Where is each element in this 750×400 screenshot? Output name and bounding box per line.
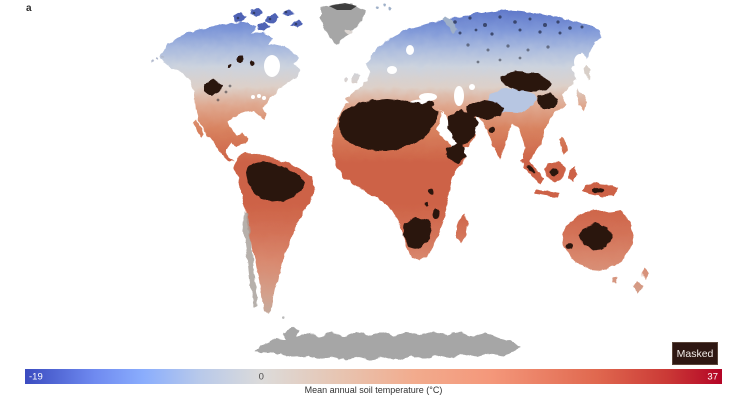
ireland bbox=[343, 76, 349, 82]
masked-india-west bbox=[489, 127, 495, 133]
masked-southern-africa bbox=[403, 217, 432, 249]
masked-boreal bbox=[227, 64, 231, 68]
aral-sea bbox=[469, 84, 475, 90]
continent-north-america bbox=[160, 22, 301, 162]
red-sea bbox=[441, 112, 456, 147]
colorbar-caption: Mean annual soil temperature (°C) bbox=[304, 385, 443, 395]
philippines bbox=[559, 136, 568, 155]
inland-water bbox=[251, 45, 586, 147]
antarctica bbox=[256, 327, 520, 360]
colorbar: -19 0 37 bbox=[25, 369, 722, 384]
masked-new-guinea bbox=[592, 187, 604, 193]
masked-east-africa bbox=[428, 189, 434, 195]
sea-of-okhotsk bbox=[574, 54, 586, 70]
iceland bbox=[345, 29, 353, 35]
land-layer bbox=[160, 10, 648, 314]
masked-boreal bbox=[249, 60, 255, 66]
andes-ice-strip bbox=[243, 212, 258, 308]
britain bbox=[352, 72, 360, 84]
madagascar bbox=[456, 214, 468, 244]
japan bbox=[576, 88, 587, 111]
masked-borneo bbox=[550, 168, 558, 176]
masked-sumatra bbox=[527, 165, 535, 173]
masked-australia-west bbox=[566, 242, 574, 250]
new-zealand-south bbox=[634, 281, 642, 293]
panel-label: a bbox=[26, 3, 32, 14]
masked-layer bbox=[204, 55, 612, 251]
tasmania bbox=[611, 277, 618, 284]
greenland bbox=[320, 4, 366, 44]
colorbar-zero-label: 0 bbox=[258, 370, 264, 382]
masked-north-china bbox=[537, 93, 558, 110]
masked-sahara bbox=[338, 99, 438, 151]
masked-iran bbox=[466, 100, 504, 120]
masked-east-africa bbox=[425, 202, 429, 206]
siberia-speckles bbox=[216, 43, 550, 102]
great-lake bbox=[257, 94, 261, 98]
arctic-speckles bbox=[236, 10, 584, 36]
sakhalin bbox=[584, 64, 590, 80]
sulawesi bbox=[569, 166, 577, 182]
white-sea bbox=[406, 45, 414, 55]
caspian-sea bbox=[454, 86, 464, 106]
masked-east-africa bbox=[432, 210, 440, 218]
great-lake bbox=[251, 95, 255, 99]
baltic-sea bbox=[387, 66, 397, 74]
great-lake bbox=[262, 96, 266, 100]
new-zealand-north bbox=[641, 268, 648, 280]
masked-legend-label: Masked bbox=[676, 347, 714, 360]
masked-amazon bbox=[246, 161, 305, 202]
baja-peninsula bbox=[193, 120, 204, 138]
masked-anatolia bbox=[420, 100, 436, 108]
falkland bbox=[281, 316, 285, 320]
masked-legend-badge: Masked bbox=[672, 342, 718, 365]
greenland-dark-cap bbox=[329, 3, 357, 10]
black-sea bbox=[419, 93, 437, 101]
masked-arabia bbox=[448, 110, 479, 149]
masked-central-asia bbox=[500, 71, 552, 92]
masked-boreal bbox=[236, 55, 244, 63]
colorbar-min-label: -19 bbox=[29, 370, 43, 382]
nodata-layer bbox=[243, 4, 590, 360]
arctic-islands bbox=[150, 3, 458, 63]
hudson-bay bbox=[264, 55, 280, 77]
masked-horn-of-africa bbox=[445, 144, 466, 164]
masked-us-west bbox=[204, 80, 222, 96]
masked-australia-center bbox=[579, 223, 612, 251]
java bbox=[535, 190, 560, 197]
world-map bbox=[150, 3, 648, 360]
colorbar-max-label: 37 bbox=[707, 370, 718, 382]
